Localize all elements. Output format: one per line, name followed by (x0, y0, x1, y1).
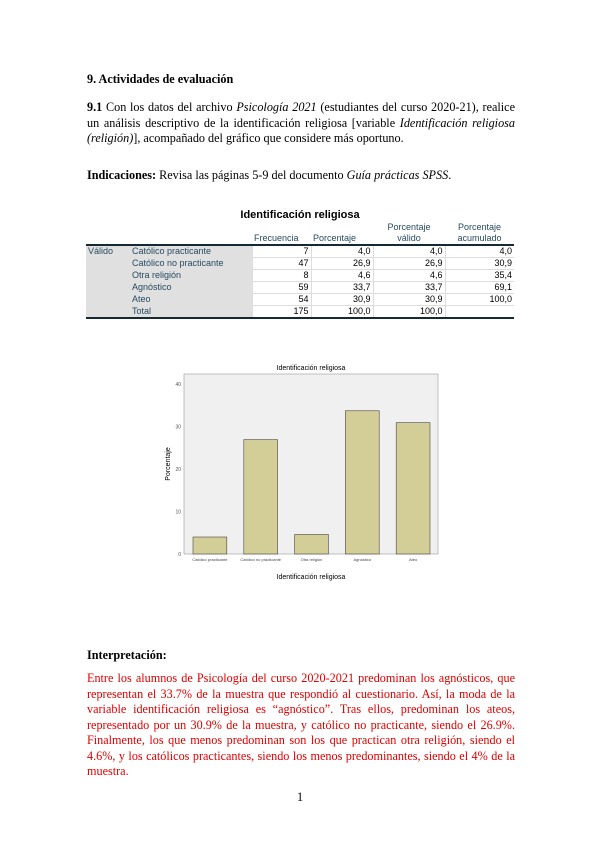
group-label (86, 269, 130, 282)
x-tick-label: Agnóstico (354, 557, 372, 562)
text: ], acompañado del gráfico que considere … (133, 131, 404, 145)
cell: 8 (251, 269, 311, 282)
doc-name: Guía prácticas SPSS (346, 168, 449, 182)
cell: 59 (251, 281, 311, 294)
cell: 4,0 (444, 245, 514, 258)
bar (192, 536, 228, 555)
row-label: Total (130, 305, 252, 318)
interpretation-label: Interpretación: (87, 648, 167, 662)
group-label (86, 257, 130, 270)
cell: 4,6 (310, 269, 373, 282)
bar (294, 534, 329, 555)
text: Con los datos del archivo (102, 100, 237, 114)
section-title: 9. Actividades de evaluación (87, 72, 234, 86)
page-number: 1 (296, 790, 304, 804)
bar-chart: Identificación religiosa Identificación r… (165, 365, 439, 581)
frequency-table: Frecuencia Porcentaje Porcentaje válido … (86, 222, 514, 319)
file-name: Psicología 2021 (236, 100, 317, 114)
x-tick-label: Católico practicante (192, 557, 228, 562)
plot-area (183, 373, 439, 555)
group-label (86, 293, 130, 306)
cell: 47 (251, 257, 311, 270)
row-label: Ateo (130, 293, 252, 306)
y-tick-label: 0 (178, 552, 181, 558)
y-tick-label: 10 (175, 510, 181, 516)
interpretation-text: Entre los alumnos de Psicología del curs… (87, 671, 515, 778)
table-row: Católico no practicante 47 26,9 26,9 30,9 (86, 257, 514, 270)
col-header: Porcentaje acumulado (457, 222, 502, 243)
text: (estudiantes del curso 2020-21), realice… (87, 100, 515, 130)
text: . (448, 168, 452, 182)
text: Revisa las páginas 5-9 del documento (156, 168, 347, 182)
x-tick-label: Otra religión (301, 557, 323, 562)
table-row: Válido Católico practicante 7 4,0 4,0 4,0 (86, 245, 514, 258)
y-tick-label: 20 (175, 467, 181, 473)
row-label: Otra religión (130, 269, 252, 282)
col-header: Frecuencia (254, 233, 299, 243)
table-row: Agnóstico 59 33,7 33,7 69,1 (86, 281, 514, 294)
col-header: Porcentaje válido (387, 222, 431, 243)
cell: 30,9 (310, 293, 373, 306)
x-axis-label: Identificación religiosa (277, 574, 346, 581)
y-tick-label: 30 (175, 425, 181, 431)
bar (243, 439, 278, 555)
task-paragraph: 9.1 Con los datos del archivo Psicología… (87, 100, 515, 147)
group-label (86, 281, 130, 294)
cell: 100,0 (310, 305, 373, 319)
y-axis-label: Porcentaje (165, 447, 172, 481)
cell: 4,0 (310, 245, 373, 258)
cell: 30,9 (372, 293, 445, 306)
indications-label: Indicaciones: (87, 168, 157, 182)
cell (444, 305, 514, 319)
variable-name: Identificación religiosa (religión) (87, 115, 515, 146)
task-number: 9.1 (87, 100, 103, 114)
chart-title: Identificación religiosa (277, 365, 346, 372)
table-row: Total 175 100,0 100,0 (86, 305, 514, 319)
row-label: Católico no practicante (130, 257, 252, 270)
row-label: Católico practicante (130, 245, 252, 258)
cell: 33,7 (372, 281, 445, 294)
group-label: Válido (86, 245, 130, 258)
table-title: Identificación religiosa (240, 209, 360, 221)
group-label (86, 305, 130, 318)
x-tick-label: Católico no practicante (240, 557, 281, 562)
cell: 4,0 (372, 245, 445, 258)
cell: 26,9 (310, 257, 373, 270)
cell: 54 (251, 293, 311, 306)
indications: Indicaciones: Revisa las páginas 5-9 del… (87, 168, 515, 184)
cell: 33,7 (310, 281, 373, 294)
bar (395, 422, 431, 555)
cell: 69,1 (444, 281, 514, 294)
y-tick-label: 40 (175, 382, 181, 388)
bar (345, 410, 380, 555)
cell: 7 (251, 245, 311, 258)
table-row: Otra religión 8 4,6 4,6 35,4 (86, 269, 514, 282)
cell: 26,9 (372, 257, 445, 270)
cell: 4,6 (372, 269, 445, 282)
cell: 100,0 (444, 293, 514, 306)
cell: 100,0 (372, 305, 445, 319)
cell: 175 (251, 305, 311, 319)
cell: 35,4 (444, 269, 514, 282)
cell: 30,9 (444, 257, 514, 270)
col-header: Porcentaje (313, 233, 357, 243)
row-label: Agnóstico (130, 281, 252, 294)
x-tick-label: Ateo (409, 557, 418, 562)
table-row: Ateo 54 30,9 30,9 100,0 (86, 293, 514, 306)
